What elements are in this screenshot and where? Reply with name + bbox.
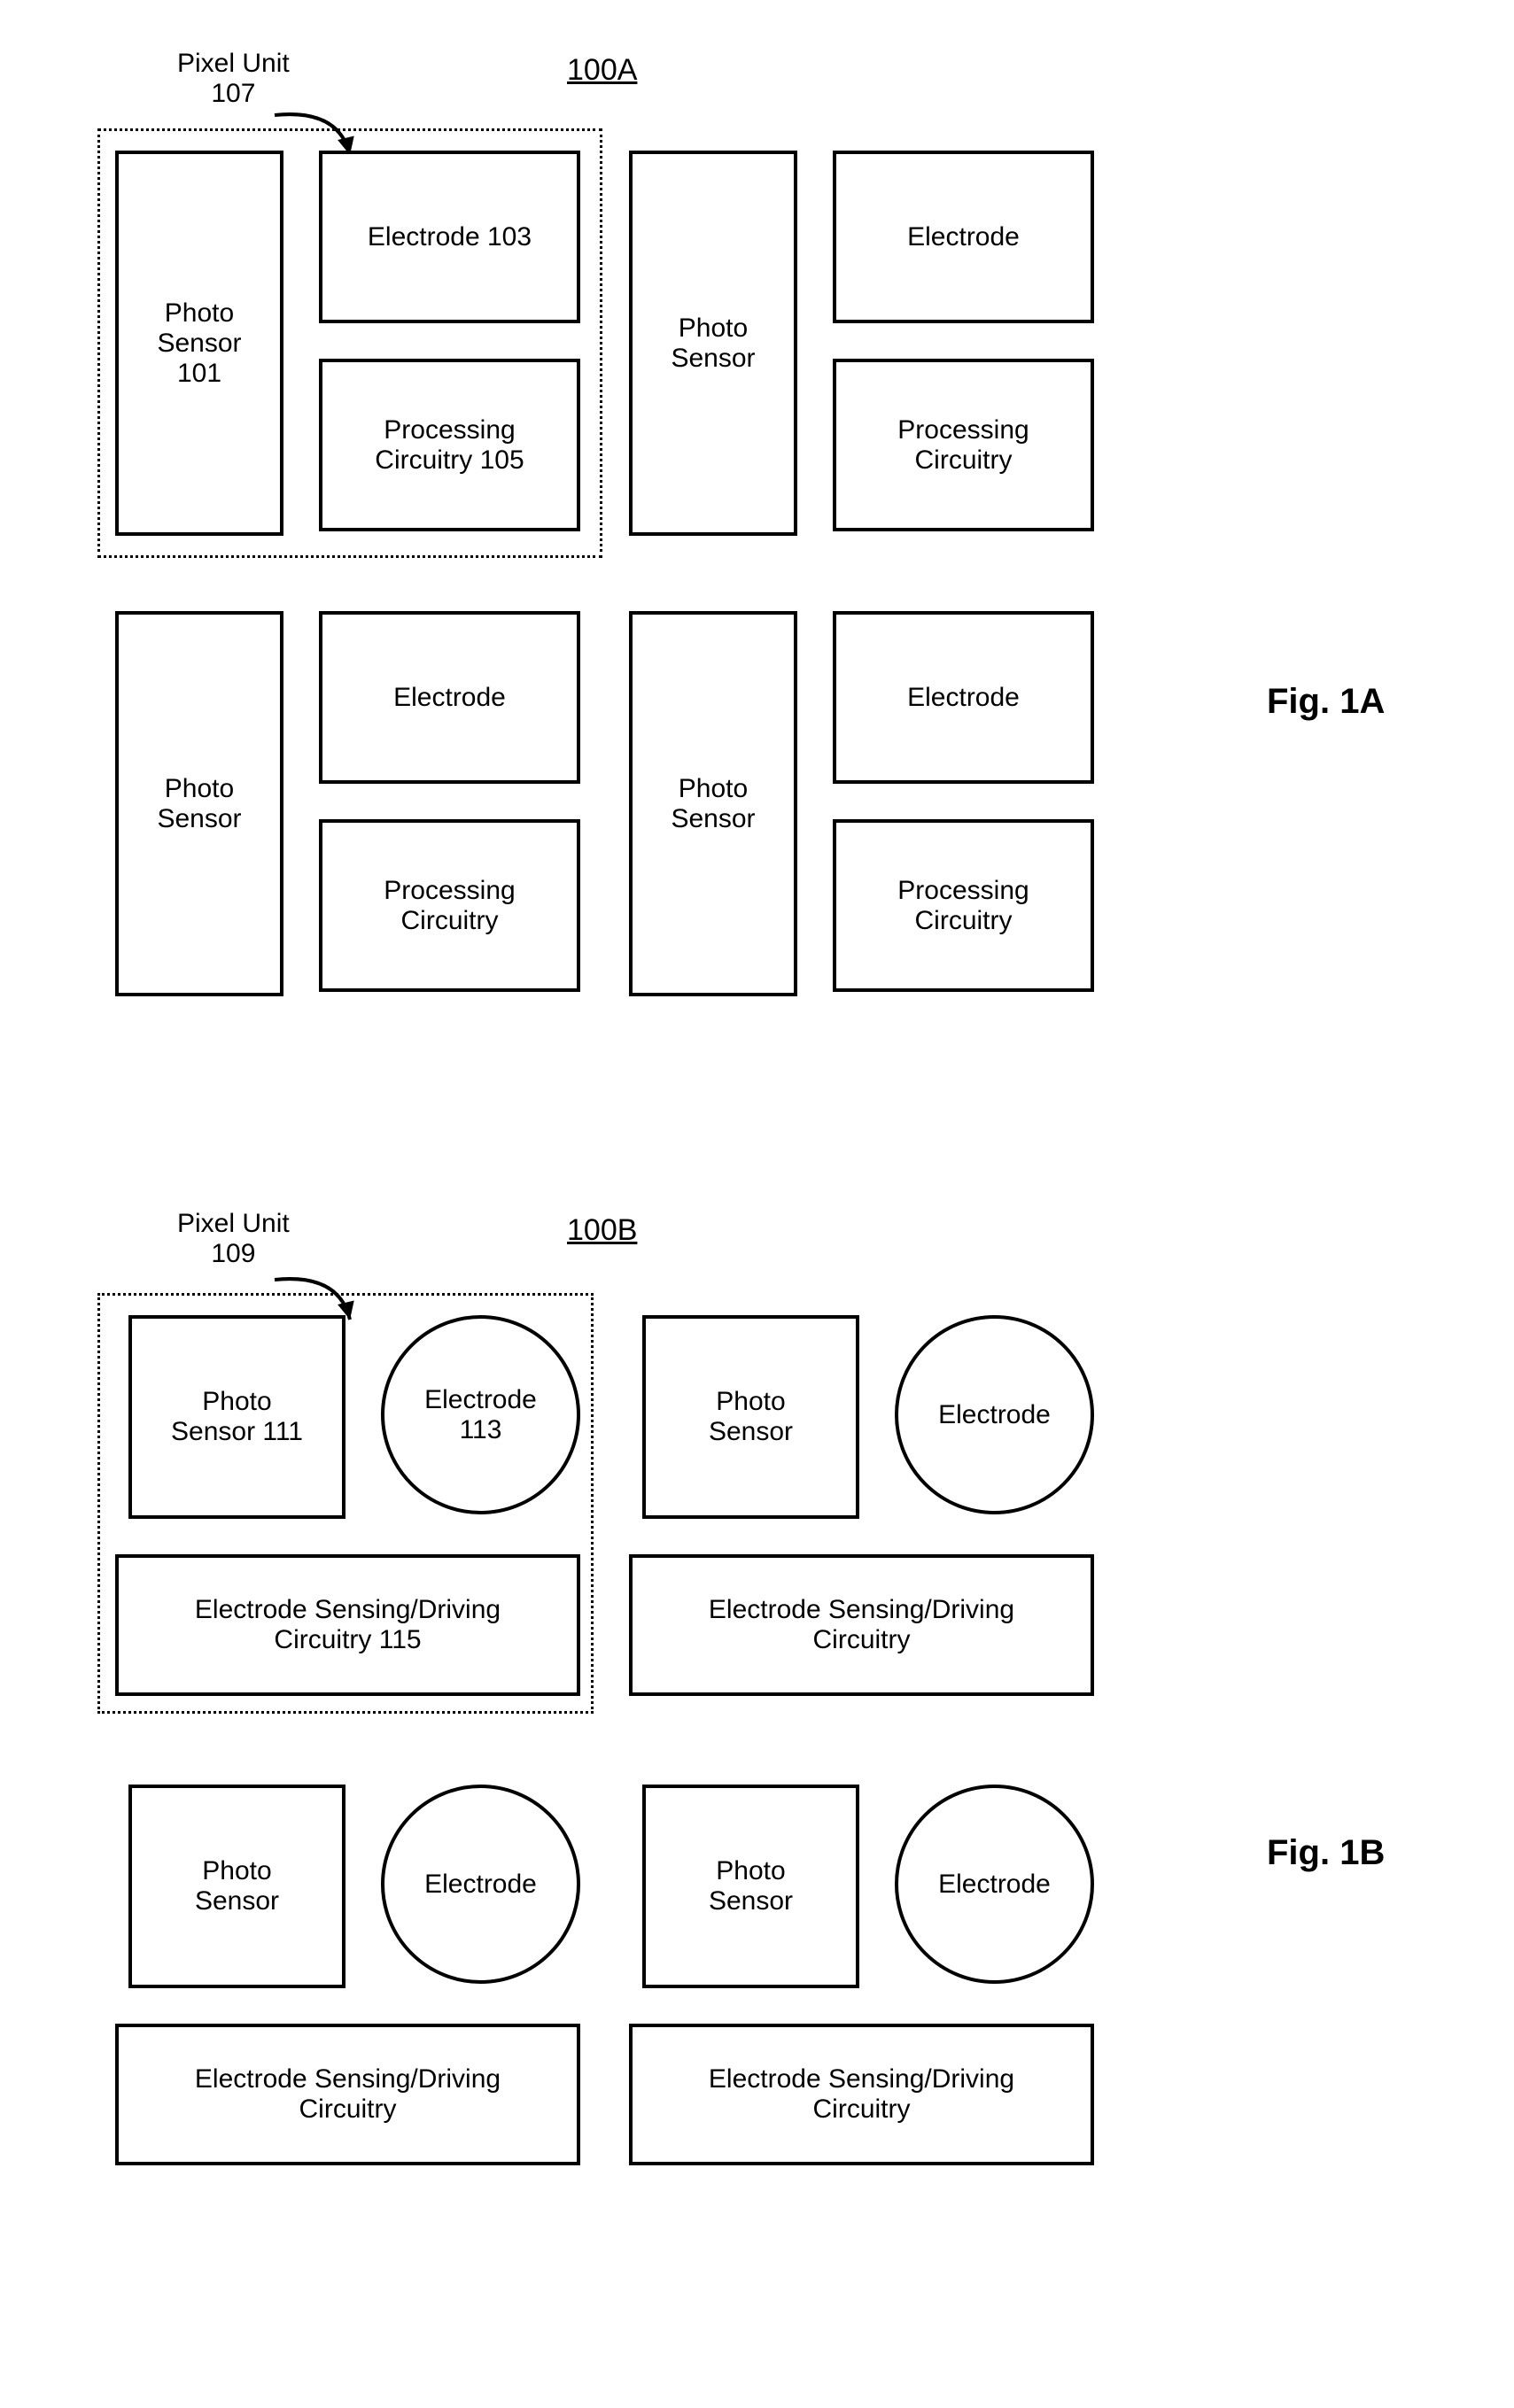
fig-1b-label: Fig. 1B bbox=[1267, 1833, 1385, 1873]
electrode-a-0: Electrode 103 bbox=[319, 151, 580, 323]
photo-sensor-a-2: PhotoSensor bbox=[115, 611, 283, 996]
electrode-b-0: Electrode113 bbox=[381, 1315, 580, 1514]
sensing-driving-circuitry-b-3: Electrode Sensing/DrivingCircuitry bbox=[629, 2024, 1094, 2165]
electrode-a-2: Electrode bbox=[319, 611, 580, 784]
processing-circuitry-a-1: ProcessingCircuitry bbox=[833, 359, 1094, 531]
sensing-driving-circuitry-b-2: Electrode Sensing/DrivingCircuitry bbox=[115, 2024, 580, 2165]
title-100b: 100B bbox=[567, 1213, 637, 1248]
electrode-a-3: Electrode bbox=[833, 611, 1094, 784]
photo-sensor-b-1: PhotoSensor bbox=[642, 1315, 859, 1519]
photo-sensor-a-0: PhotoSensor101 bbox=[115, 151, 283, 536]
sensing-driving-circuitry-b-0: Electrode Sensing/DrivingCircuitry 115 bbox=[115, 1554, 580, 1696]
photo-sensor-a-1: PhotoSensor bbox=[629, 151, 797, 536]
pixel-unit-label-107: Pixel Unit107 bbox=[177, 49, 290, 109]
sensing-driving-circuitry-b-1: Electrode Sensing/DrivingCircuitry bbox=[629, 1554, 1094, 1696]
processing-circuitry-a-3: ProcessingCircuitry bbox=[833, 819, 1094, 992]
electrode-a-1: Electrode bbox=[833, 151, 1094, 323]
electrode-b-2: Electrode bbox=[381, 1785, 580, 1984]
fig-1a-label: Fig. 1A bbox=[1267, 682, 1385, 722]
photo-sensor-b-2: PhotoSensor bbox=[128, 1785, 346, 1988]
photo-sensor-b-0: PhotoSensor 111 bbox=[128, 1315, 346, 1519]
title-100a: 100A bbox=[567, 53, 637, 88]
photo-sensor-b-3: PhotoSensor bbox=[642, 1785, 859, 1988]
electrode-b-1: Electrode bbox=[895, 1315, 1094, 1514]
electrode-b-3: Electrode bbox=[895, 1785, 1094, 1984]
processing-circuitry-a-2: ProcessingCircuitry bbox=[319, 819, 580, 992]
pixel-unit-label-109: Pixel Unit109 bbox=[177, 1209, 290, 1269]
arrow-109 bbox=[0, 0, 1, 1]
processing-circuitry-a-0: ProcessingCircuitry 105 bbox=[319, 359, 580, 531]
page: 100APixel Unit107Fig. 1APhotoSensor101El… bbox=[0, 0, 1514, 2408]
photo-sensor-a-3: PhotoSensor bbox=[629, 611, 797, 996]
